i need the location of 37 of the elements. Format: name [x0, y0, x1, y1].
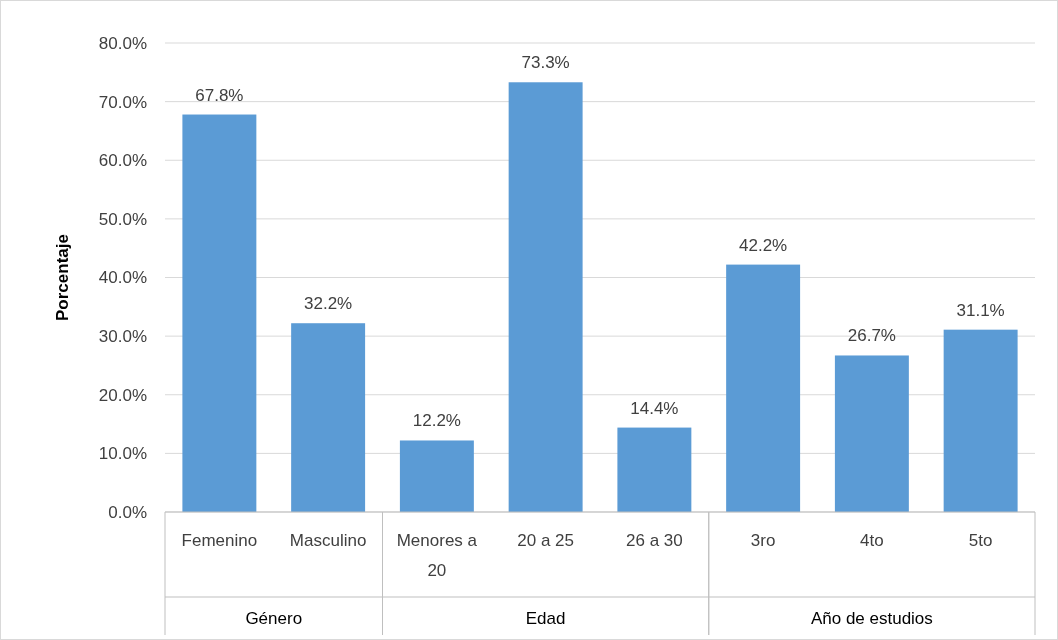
bar: [726, 264, 801, 512]
text: Edad: [525, 609, 566, 628]
x-tick-label: Menores a 20: [396, 531, 478, 580]
y-tick-label: 60.0%: [98, 151, 147, 171]
data-label: 14.4%: [630, 398, 679, 418]
x-tick-label: 20 a 25: [517, 531, 574, 550]
bar: [834, 355, 909, 512]
x-tick-label: Masculino: [289, 531, 367, 550]
data-label: 32.2%: [304, 294, 353, 314]
y-tick-label: 10.0%: [98, 444, 147, 464]
y-tick-label: 70.0%: [98, 92, 147, 112]
y-tick-label: 80.0%: [98, 33, 147, 53]
y-tick-label: 40.0%: [98, 268, 147, 288]
bar: [291, 323, 366, 512]
text: Género: [245, 609, 303, 628]
y-tick-label: 0.0%: [108, 502, 147, 522]
data-label: 73.3%: [521, 53, 570, 73]
x-tick-label: 4to: [860, 531, 884, 550]
bar: [508, 82, 583, 512]
y-axis-title: Porcentaje: [53, 234, 72, 321]
x-tick-label: 3ro: [750, 531, 776, 550]
bar: [182, 114, 257, 512]
data-label: 67.8%: [195, 85, 244, 105]
x-tick-label: 5to: [968, 531, 993, 550]
bar: [617, 427, 692, 512]
text: Año de estudios: [810, 609, 933, 628]
y-tick-label: 50.0%: [98, 209, 147, 229]
x-tick-label: Femenino: [181, 531, 258, 550]
data-label: 26.7%: [847, 326, 896, 346]
data-label: 12.2%: [412, 411, 461, 431]
x-tick-label: 26 a 30: [626, 531, 683, 550]
data-label: 42.2%: [739, 235, 788, 255]
y-tick-label: 30.0%: [98, 327, 147, 347]
data-label: 31.1%: [956, 300, 1005, 320]
bar: [399, 440, 474, 512]
bar: [943, 329, 1018, 512]
y-tick-label: 20.0%: [98, 385, 147, 405]
